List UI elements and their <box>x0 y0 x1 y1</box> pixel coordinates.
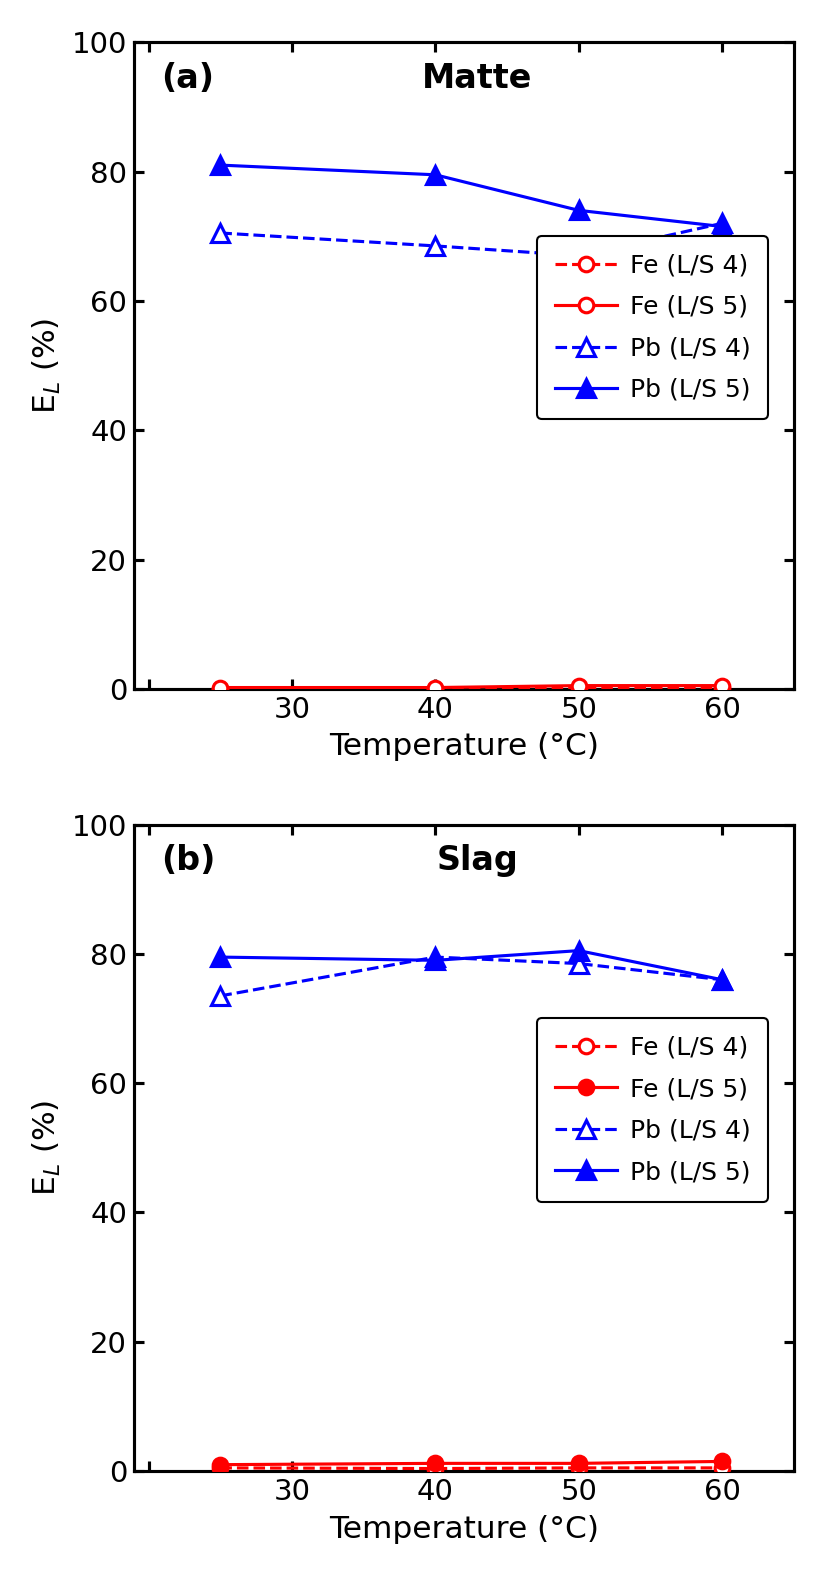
Text: (b): (b) <box>161 844 215 877</box>
X-axis label: Temperature (°C): Temperature (°C) <box>329 1515 599 1544</box>
Y-axis label: E$_L$ (%): E$_L$ (%) <box>31 1099 64 1195</box>
Legend: Fe (L/S 4), Fe (L/S 5), Pb (L/S 4), Pb (L/S 5): Fe (L/S 4), Fe (L/S 5), Pb (L/S 4), Pb (… <box>537 1017 768 1202</box>
Text: Matte: Matte <box>422 61 532 94</box>
Text: (a): (a) <box>161 61 214 94</box>
X-axis label: Temperature (°C): Temperature (°C) <box>329 732 599 761</box>
Text: Slag: Slag <box>436 844 518 877</box>
Y-axis label: E$_L$ (%): E$_L$ (%) <box>31 317 64 414</box>
Legend: Fe (L/S 4), Fe (L/S 5), Pb (L/S 4), Pb (L/S 5): Fe (L/S 4), Fe (L/S 5), Pb (L/S 4), Pb (… <box>537 236 768 419</box>
